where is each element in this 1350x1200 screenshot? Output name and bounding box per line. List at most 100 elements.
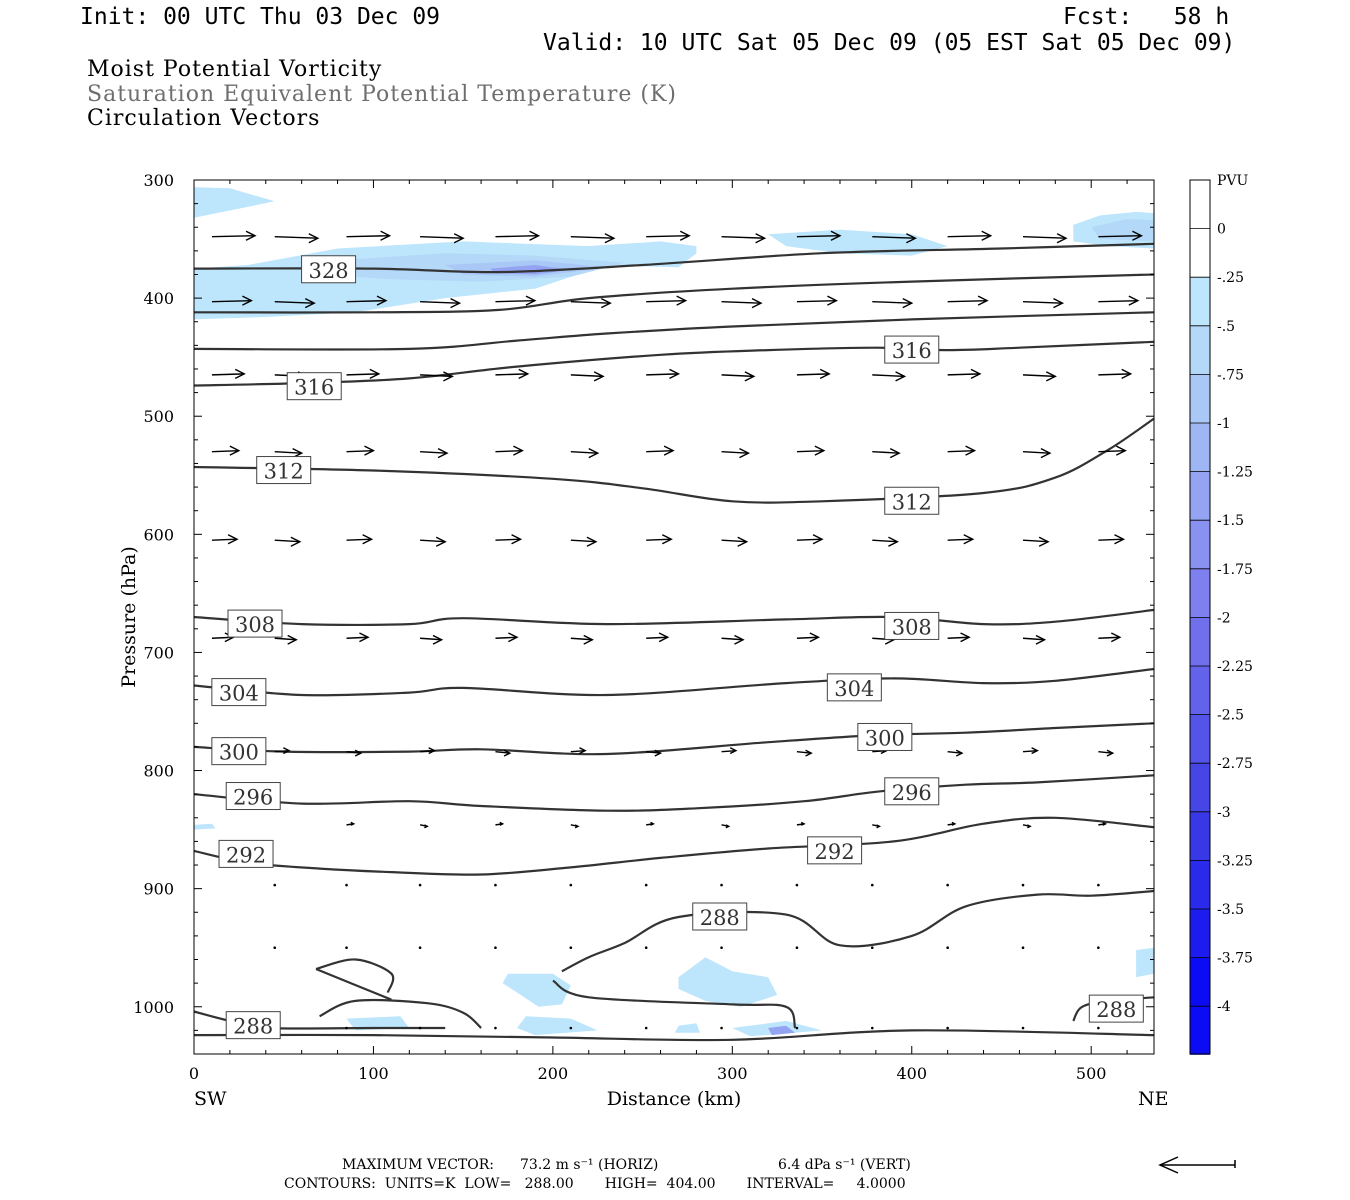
colorbar-swatch bbox=[1190, 423, 1210, 472]
vector-head bbox=[579, 747, 587, 755]
max-vector-vert: 6.4 dPa s⁻¹ (VERT) bbox=[778, 1157, 911, 1173]
vector-arrow bbox=[273, 883, 277, 887]
colorbar-label: -3.5 bbox=[1217, 902, 1244, 918]
vector-dot bbox=[946, 1026, 949, 1030]
contour-label-box bbox=[884, 777, 940, 806]
vector-arrow bbox=[1022, 634, 1047, 645]
vector-shaft bbox=[796, 373, 830, 376]
contour-line-15 bbox=[193, 311, 1155, 351]
vector-arrow bbox=[570, 634, 594, 645]
vector-dot bbox=[494, 946, 497, 950]
vector-arrow bbox=[795, 946, 799, 950]
vector-arrow bbox=[346, 534, 374, 545]
vector-dot bbox=[795, 1026, 799, 1030]
vector-arrow bbox=[1098, 749, 1115, 757]
vector-shaft bbox=[947, 750, 963, 754]
vector-shaft bbox=[721, 235, 765, 239]
vector-head bbox=[290, 536, 302, 547]
vector-head bbox=[970, 368, 982, 380]
contour-label: 292 bbox=[218, 839, 274, 868]
colorbar-swatch bbox=[1190, 374, 1210, 423]
colorbar-swatch bbox=[1190, 520, 1210, 569]
contour-label-text: 300 bbox=[219, 741, 259, 765]
vector-shaft bbox=[796, 636, 819, 639]
contour-line-5 bbox=[552, 979, 797, 1029]
vector-shaft bbox=[274, 300, 315, 304]
vector-head bbox=[737, 536, 749, 547]
vector-head bbox=[755, 233, 767, 244]
vector-head bbox=[669, 368, 681, 380]
contour-label: 308 bbox=[884, 611, 940, 640]
vector-shaft bbox=[495, 750, 510, 754]
mpv-region-16 bbox=[768, 1025, 796, 1036]
vector-head bbox=[424, 824, 429, 829]
vector-dot bbox=[946, 883, 949, 887]
vector-head bbox=[725, 824, 731, 829]
vector-head bbox=[600, 298, 612, 309]
vector-head bbox=[227, 534, 239, 545]
mpv-region-8 bbox=[194, 823, 216, 830]
contour-info: CONTOURS: UNITS=K LOW= 288.00 HIGH= 404.… bbox=[284, 1176, 906, 1192]
colorbar-label: -2 bbox=[1217, 610, 1231, 626]
colorbar-swatch bbox=[1190, 763, 1210, 812]
vector-head bbox=[574, 824, 580, 829]
contour-label-box bbox=[211, 678, 267, 707]
vector-shaft bbox=[1098, 538, 1124, 541]
colorbar-label: -1 bbox=[1217, 416, 1231, 432]
y-tick-label: 700 bbox=[143, 643, 174, 662]
colorbar-swatch bbox=[1190, 666, 1210, 715]
vector-head bbox=[362, 534, 374, 545]
vector-head bbox=[450, 298, 462, 309]
contour-label: 316 bbox=[884, 335, 940, 364]
contour-label-box bbox=[225, 782, 281, 811]
vector-dot bbox=[273, 946, 277, 950]
vector-head bbox=[583, 634, 594, 645]
vector-dot bbox=[795, 946, 799, 950]
vector-arrow bbox=[946, 883, 949, 887]
vector-shaft bbox=[274, 749, 290, 753]
contour-label-box bbox=[884, 611, 940, 640]
vector-shaft bbox=[646, 299, 686, 303]
vector-head bbox=[593, 371, 605, 382]
mpv-region-14 bbox=[674, 1023, 700, 1033]
vector-arrow bbox=[495, 632, 519, 643]
contour-label: 304 bbox=[211, 678, 267, 707]
vector-arrow bbox=[946, 1026, 949, 1030]
vector-arrow bbox=[495, 295, 537, 306]
vector-head bbox=[518, 368, 530, 380]
vector-head bbox=[729, 747, 738, 755]
vector-head bbox=[443, 371, 454, 382]
vector-shaft bbox=[1098, 234, 1142, 238]
vector-head bbox=[359, 632, 370, 643]
vector-shaft bbox=[646, 636, 668, 639]
vector-arrow bbox=[419, 824, 429, 829]
vector-head bbox=[453, 233, 465, 244]
vector-head bbox=[283, 747, 291, 755]
vector-arrow bbox=[211, 230, 257, 241]
contour-label-text: 288 bbox=[700, 906, 740, 930]
vector-arrow bbox=[420, 298, 462, 309]
vector-arrow bbox=[646, 632, 670, 643]
vector-head bbox=[364, 445, 376, 456]
contour-label-text: 288 bbox=[1096, 998, 1136, 1022]
vector-arrow bbox=[796, 749, 813, 757]
vector-shaft bbox=[872, 300, 912, 304]
colorbar-swatch bbox=[1190, 180, 1210, 229]
contour-line-17 bbox=[193, 242, 1155, 274]
colorbar-swatch bbox=[1190, 471, 1210, 521]
vector-dot bbox=[418, 946, 422, 950]
vector-arrow bbox=[1021, 1026, 1025, 1030]
contour-label: 296 bbox=[225, 782, 281, 811]
vector-shaft bbox=[495, 373, 528, 376]
contour-line-11 bbox=[193, 667, 1155, 697]
vector-arrow bbox=[1098, 368, 1133, 380]
vector-head bbox=[955, 749, 964, 757]
vector-shaft bbox=[1022, 300, 1063, 304]
vector-head bbox=[744, 371, 756, 382]
contour-line-8 bbox=[193, 816, 1155, 876]
vector-shaft bbox=[274, 637, 297, 641]
vector-shaft bbox=[495, 538, 521, 541]
vector-dot bbox=[569, 1026, 573, 1030]
contour-label: 316 bbox=[286, 372, 342, 401]
